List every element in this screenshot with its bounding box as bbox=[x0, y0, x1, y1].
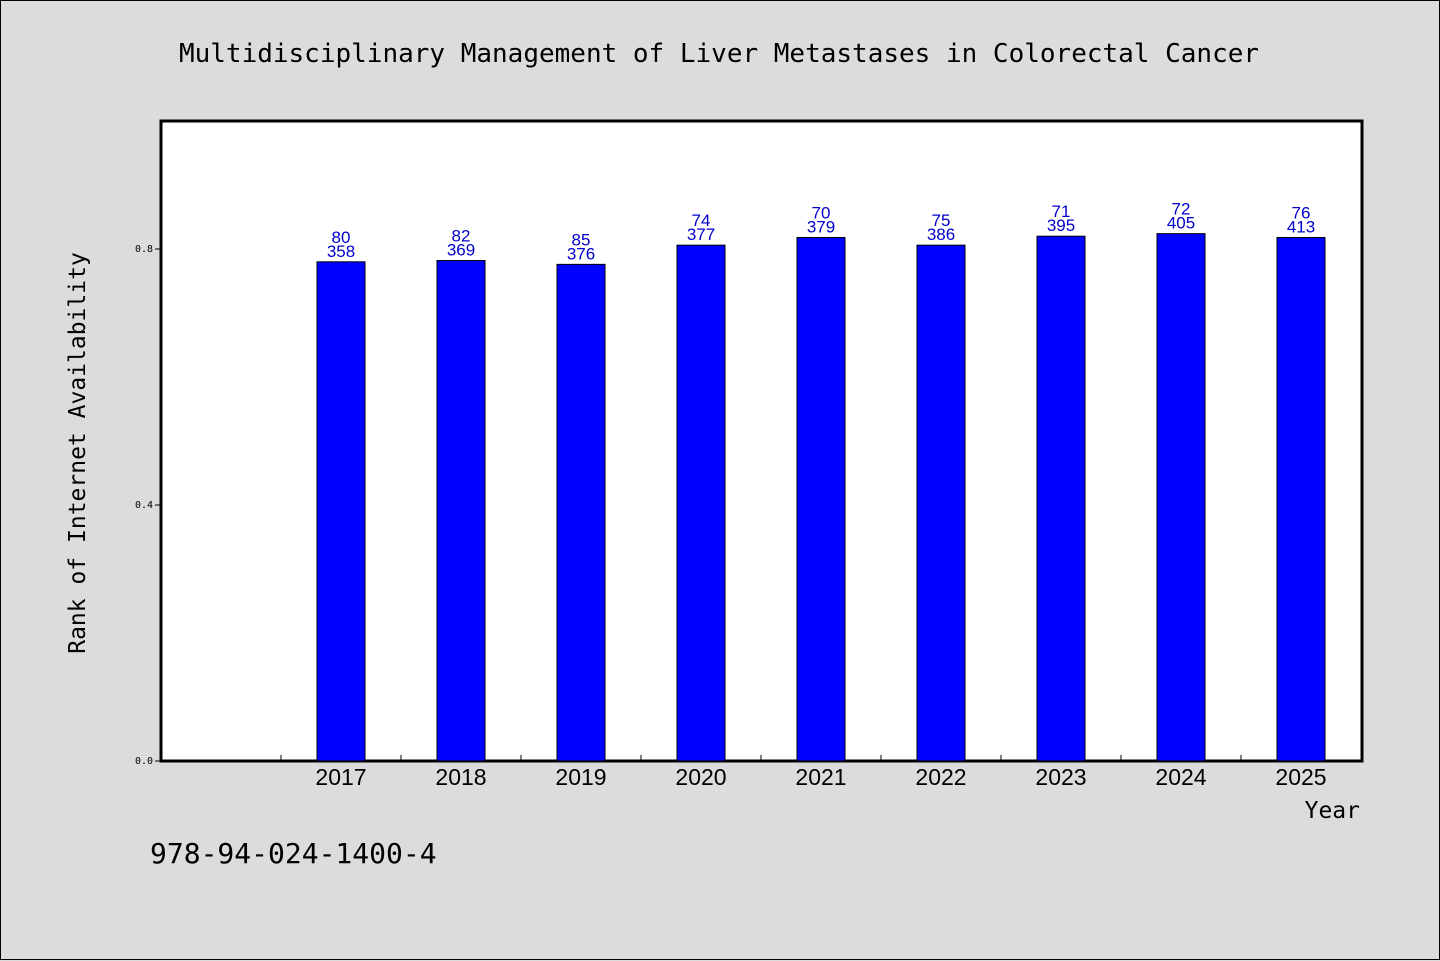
bar bbox=[316, 261, 366, 762]
data-label-top: 85 bbox=[572, 230, 591, 249]
data-label-bottom: 376 bbox=[567, 244, 595, 263]
data-label-top: 80 bbox=[332, 228, 351, 247]
bar bbox=[436, 260, 486, 762]
x-tick-label: 2017 bbox=[315, 764, 366, 790]
data-label-top: 76 bbox=[1292, 203, 1311, 222]
x-axis: 2017 2018 2019 2020 2021 2022 2023 2024 2025 bbox=[280, 755, 1362, 790]
y-axis: 0.0 0.4 0.8 bbox=[135, 244, 161, 767]
y-tick-label: 0.0 bbox=[135, 756, 153, 767]
bar bbox=[556, 263, 606, 762]
bar bbox=[676, 244, 726, 762]
x-tick-label: 2019 bbox=[555, 764, 606, 790]
y-tick-label: 0.8 bbox=[135, 244, 153, 255]
data-label-bottom: 377 bbox=[687, 225, 715, 244]
data-label-bottom: 379 bbox=[807, 217, 835, 236]
data-label-bottom: 413 bbox=[1287, 217, 1315, 236]
bar bbox=[1156, 233, 1206, 762]
data-label-top: 71 bbox=[1052, 202, 1071, 221]
x-tick-label: 2024 bbox=[1155, 764, 1206, 790]
x-tick-label: 2020 bbox=[675, 764, 726, 790]
bar bbox=[1036, 235, 1086, 762]
data-label-top: 75 bbox=[932, 211, 951, 230]
data-label-bottom: 386 bbox=[927, 225, 955, 244]
isbn-text: 978-94-024-1400-4 bbox=[150, 837, 437, 870]
x-tick-label: 2025 bbox=[1275, 764, 1326, 790]
x-tick-label: 2018 bbox=[435, 764, 486, 790]
data-label-bottom: 369 bbox=[447, 241, 475, 260]
data-label-top: 70 bbox=[812, 203, 831, 222]
data-label-top: 82 bbox=[452, 227, 471, 246]
data-label-top: 72 bbox=[1172, 200, 1191, 219]
x-axis-label: Year bbox=[1305, 798, 1360, 824]
x-tick-label: 2021 bbox=[795, 764, 846, 790]
data-label-bottom: 405 bbox=[1167, 214, 1195, 233]
x-tick-label: 2023 bbox=[1035, 764, 1086, 790]
y-axis-label: Rank of Internet Availability bbox=[65, 252, 91, 654]
data-label-top: 74 bbox=[692, 211, 711, 230]
chart-title: Multidisciplinary Management of Liver Me… bbox=[179, 39, 1259, 69]
bar bbox=[1276, 236, 1326, 762]
data-label-bottom: 358 bbox=[327, 242, 355, 261]
x-tick-label: 2022 bbox=[915, 764, 966, 790]
data-label-bottom: 395 bbox=[1047, 216, 1075, 235]
bar-series bbox=[316, 233, 1326, 762]
bar bbox=[796, 236, 846, 762]
bar bbox=[916, 244, 966, 762]
y-tick-label: 0.4 bbox=[135, 500, 153, 511]
